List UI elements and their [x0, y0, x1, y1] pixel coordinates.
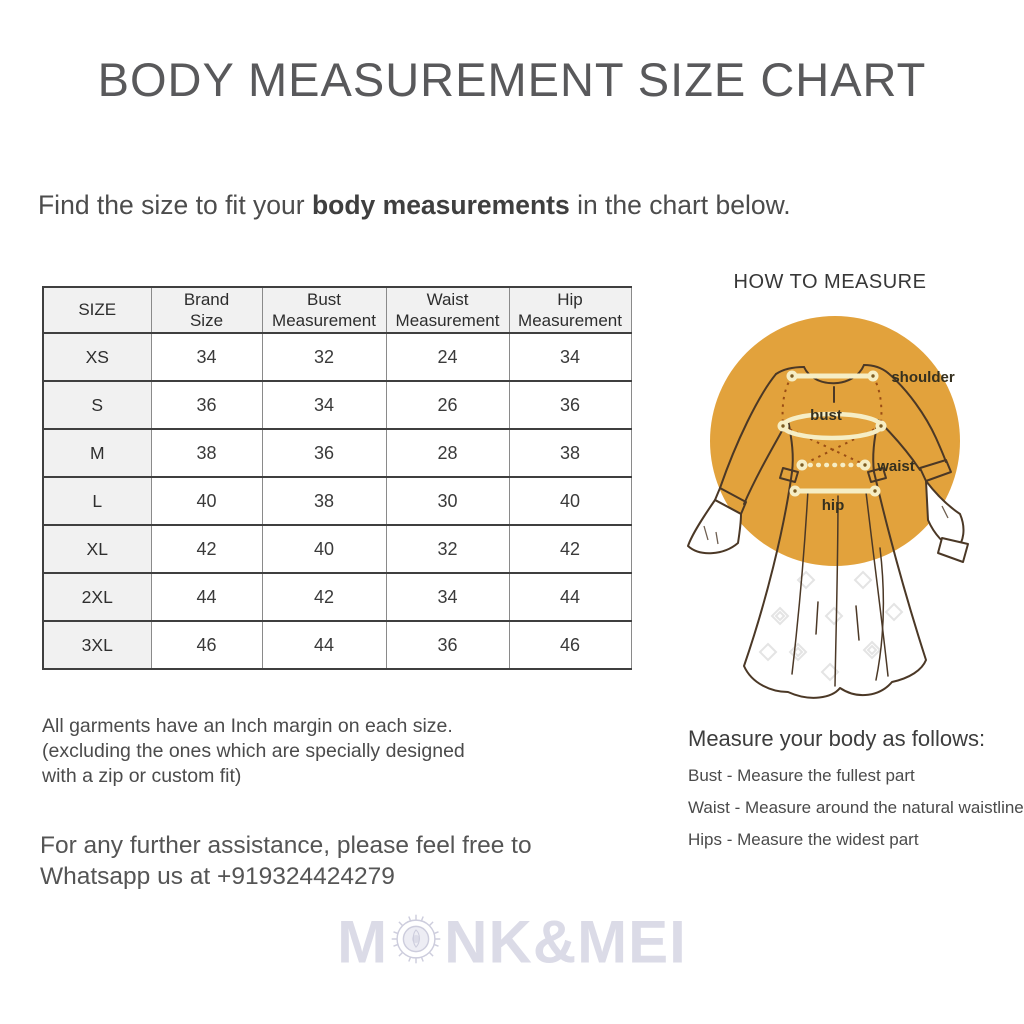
figure-label-bust: bust [810, 407, 842, 424]
garment-measurement-illustration: shoulder bust waist hip [687, 316, 969, 699]
size-label-cell: M [42, 428, 152, 478]
accent-circle [710, 316, 960, 566]
measurement-cell: 34 [150, 332, 263, 382]
how-to-measure-title: HOW TO MEASURE [733, 271, 927, 293]
size-label-cell: 3XL [42, 620, 152, 670]
column-header: SIZE [42, 286, 152, 334]
intro-suffix: in the chart below. [569, 190, 791, 220]
inch-margin-note: All garments have an Inch margin on each… [42, 715, 465, 787]
size-label-cell: XS [42, 332, 152, 382]
measure-instructions-title: Measure your body as follows: [688, 726, 986, 751]
measurement-cell: 36 [150, 380, 263, 430]
intro-bold: body measurements [311, 190, 570, 220]
measurement-cell: 44 [261, 620, 387, 670]
intro-prefix: Find the size to fit your [38, 190, 312, 220]
measurement-dots [777, 370, 887, 497]
figure-label-shoulder: shoulder [891, 369, 955, 386]
intro-text: Find the size to fit your body measureme… [38, 190, 791, 221]
table-row: XL 42 40 32 42 [42, 524, 632, 574]
table-row: 3XL 46 44 36 46 [42, 620, 632, 670]
measurement-cell: 38 [261, 476, 387, 526]
figure-label-hip: hip [822, 497, 845, 514]
measurement-cell: 42 [150, 524, 263, 574]
measurement-cell: 34 [508, 332, 632, 382]
skirt-pattern [758, 570, 904, 682]
watermark-text-left: M [337, 908, 389, 976]
measurement-cell: 42 [261, 572, 387, 622]
column-header: Waist Measurement [385, 286, 510, 334]
measure-instructions: Measure your body as follows: Bust - Mea… [688, 726, 1024, 862]
measurement-cell: 40 [508, 476, 632, 526]
size-table-body: XS 34 32 24 34 S 36 34 26 36 M 38 36 28 38 L 40 38 30 40 XL 4… [42, 332, 632, 670]
column-header: Brand Size [150, 286, 263, 334]
measurement-cell: 36 [261, 428, 387, 478]
measurement-cell: 40 [261, 524, 387, 574]
size-label-cell: S [42, 380, 152, 430]
page-title: BODY MEASUREMENT SIZE CHART [97, 53, 927, 106]
brand-watermark: M NK&MEI [0, 903, 1024, 977]
size-label-cell: L [42, 476, 152, 526]
table-row: S 36 34 26 36 [42, 380, 632, 430]
table-row: M 38 36 28 38 [42, 428, 632, 478]
measurement-cell: 34 [385, 572, 510, 622]
measurement-cell: 28 [385, 428, 510, 478]
figure-labels: shoulder bust waist hip [810, 369, 955, 514]
cuff-ruffle-lines [703, 505, 949, 545]
measurement-cell: 46 [508, 620, 632, 670]
waist-instruction: Waist - Measure around the natural waist… [688, 798, 1024, 817]
measurement-cell: 32 [385, 524, 510, 574]
sleeve-cuffs [687, 480, 969, 563]
measurement-cell: 34 [261, 380, 387, 430]
size-table-header-row: SIZE Brand Size Bust Measurement Waist Meas… [42, 286, 632, 334]
measurement-cell: 44 [508, 572, 632, 622]
measurement-cell: 44 [150, 572, 263, 622]
size-label-cell: XL [42, 524, 152, 574]
watermark-text-right: NK&MEI [444, 908, 687, 976]
size-chart-table: SIZE Brand Size Bust Measurement Waist Meas… [42, 286, 632, 670]
measurement-cell: 24 [385, 332, 510, 382]
column-header: Hip Measurement [508, 286, 632, 334]
measurement-cell: 46 [150, 620, 263, 670]
measurement-cell: 30 [385, 476, 510, 526]
measurement-cell: 26 [385, 380, 510, 430]
table-row: L 40 38 30 40 [42, 476, 632, 526]
table-row: 2XL 44 42 34 44 [42, 572, 632, 622]
column-header: Bust Measurement [261, 286, 387, 334]
measurement-cell: 38 [150, 428, 263, 478]
hips-instruction: Hips - Measure the widest part [688, 830, 919, 849]
measurement-cell: 42 [508, 524, 632, 574]
measurement-cell: 36 [385, 620, 510, 670]
measurement-cell: 38 [508, 428, 632, 478]
measurement-cell: 36 [508, 380, 632, 430]
table-row: XS 34 32 24 34 [42, 332, 632, 382]
measurement-cell: 40 [150, 476, 263, 526]
figure-label-waist: waist [876, 458, 915, 475]
size-label-cell: 2XL [42, 572, 152, 622]
bust-instruction: Bust - Measure the fullest part [688, 766, 915, 785]
whatsapp-assistance-note: For any further assistance, please feel … [40, 832, 532, 890]
measurement-cell: 32 [261, 332, 387, 382]
brand-badge-icon [391, 914, 441, 964]
